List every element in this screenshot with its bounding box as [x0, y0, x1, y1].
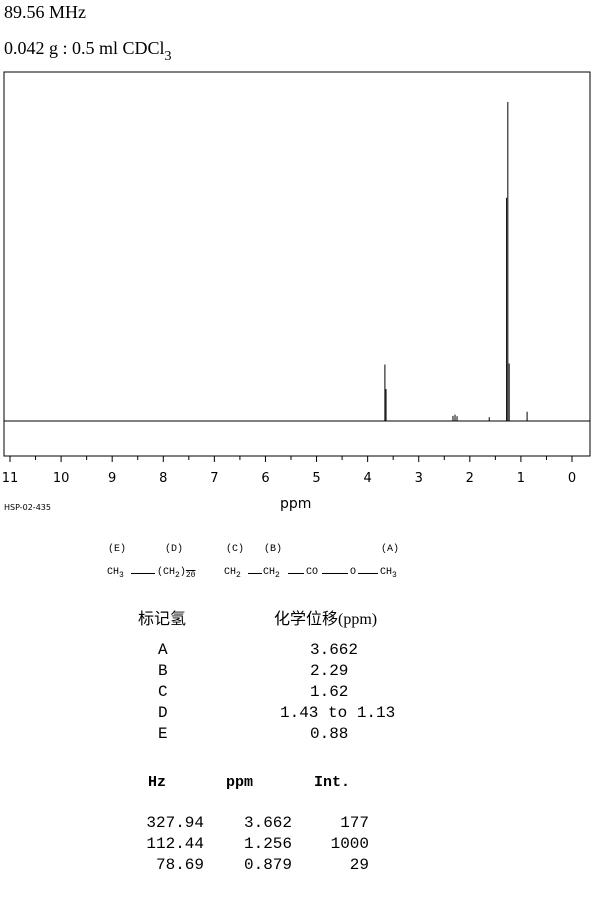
bond-3 — [288, 573, 304, 574]
x-tick-label: 9 — [108, 471, 116, 486]
assignment-header-shift: 化学位移(ppm) — [274, 611, 378, 628]
peak-row-1-hz: 327.94 — [146, 814, 204, 832]
x-tick-label: 4 — [363, 471, 371, 486]
group-co: CO — [306, 567, 319, 578]
x-tick-label: 8 — [159, 471, 167, 486]
peaks-layer — [384, 102, 528, 421]
ch2-b-text: CH — [263, 567, 276, 578]
peak-header-ppm: ppm — [226, 774, 254, 791]
ch2-group-text: (CH — [157, 567, 176, 578]
group-o: O — [350, 567, 357, 578]
spectrometer-frequency: 89.56 MHz — [4, 2, 86, 22]
bond-2 — [248, 573, 262, 574]
bond-4 — [322, 573, 348, 574]
ch3-left-sub: 3 — [119, 571, 124, 580]
assignment-shift-e: 0.88 — [310, 725, 349, 743]
group-ch3-right: CH3 — [380, 567, 397, 580]
ch2-b-sub: 2 — [275, 571, 280, 580]
group-ch2-n: (CH2)20 — [157, 567, 195, 580]
peak-header-int: Int. — [314, 774, 351, 791]
sample-info: 0.042 g : 0.5 ml CDCl3 — [4, 38, 172, 64]
ch3-right-sub: 3 — [392, 571, 397, 580]
x-tick-label: 1 — [517, 471, 525, 486]
ch2-group-close: ) — [179, 567, 186, 578]
x-tick-label: 7 — [210, 471, 218, 486]
ch2-c-sub: 2 — [236, 571, 241, 580]
x-axis-ticks — [9, 456, 573, 462]
assignment-label-a: A — [158, 641, 168, 659]
assignment-header-label: 标记氢 — [138, 611, 187, 628]
assignment-label-c: C — [158, 683, 168, 701]
peak-row-2-int: 1000 — [330, 835, 369, 853]
peak-row-3-int: 29 — [349, 856, 369, 874]
x-tick-label: 3 — [415, 471, 423, 486]
peak-header-hz: Hz — [148, 774, 167, 791]
assignment-label-b: B — [158, 662, 168, 680]
peak-row-2-hz: 112.44 — [146, 835, 204, 853]
assignment-shift-c: 1.62 — [310, 683, 349, 701]
ch3-left-text: CH — [107, 567, 120, 578]
bond-1 — [131, 573, 155, 574]
label-C: (C) — [226, 544, 245, 555]
peak-row-2-ppm: 1.256 — [243, 835, 292, 853]
label-A: (A) — [381, 544, 400, 555]
x-tick-label: 10 — [53, 471, 70, 486]
spectrum-code: HSP-02-435 — [4, 503, 51, 512]
plot-frame — [3, 71, 591, 457]
assignment-shift-d: 1.43 to 1.13 — [280, 704, 396, 722]
group-ch2-c: CH2 — [224, 567, 241, 580]
sample-subscript: 3 — [164, 49, 172, 64]
x-tick-label: 5 — [312, 471, 320, 486]
assignment-shift-a: 3.662 — [310, 641, 359, 659]
group-ch3-left: CH3 — [107, 567, 124, 580]
label-B: (B) — [264, 544, 283, 555]
peak-row-1-int: 177 — [340, 814, 369, 832]
nmr-spectrum-chart: 11 10 9 8 7 6 5 4 3 2 1 0 — [2, 71, 591, 486]
sample-text: 0.042 g : 0.5 ml CDCl — [4, 38, 165, 58]
assignment-label-e: E — [158, 725, 168, 743]
x-axis-tick-labels: 11 10 9 8 7 6 5 4 3 2 1 0 — [2, 471, 576, 486]
x-tick-label: 11 — [2, 471, 19, 486]
ch2-c-text: CH — [224, 567, 237, 578]
peak-row-1-ppm: 3.662 — [243, 814, 292, 832]
label-E: (E) — [108, 544, 127, 555]
x-tick-label: 2 — [466, 471, 474, 486]
group-ch2-b: CH2 — [263, 567, 280, 580]
x-tick-label: 6 — [261, 471, 269, 486]
ch2-group-n: 20 — [185, 571, 196, 580]
assignment-label-d: D — [158, 704, 168, 722]
x-axis-label: ppm — [280, 496, 312, 512]
ch3-right-text: CH — [380, 567, 393, 578]
x-tick-label: 0 — [568, 471, 576, 486]
peak-row-3-ppm: 0.879 — [243, 856, 292, 874]
assignment-shift-b: 2.29 — [310, 662, 349, 680]
ch2-group-sub: 2 — [175, 571, 180, 580]
peak-row-3-hz: 78.69 — [155, 856, 204, 874]
bond-5 — [358, 573, 378, 574]
label-D: (D) — [165, 544, 184, 555]
